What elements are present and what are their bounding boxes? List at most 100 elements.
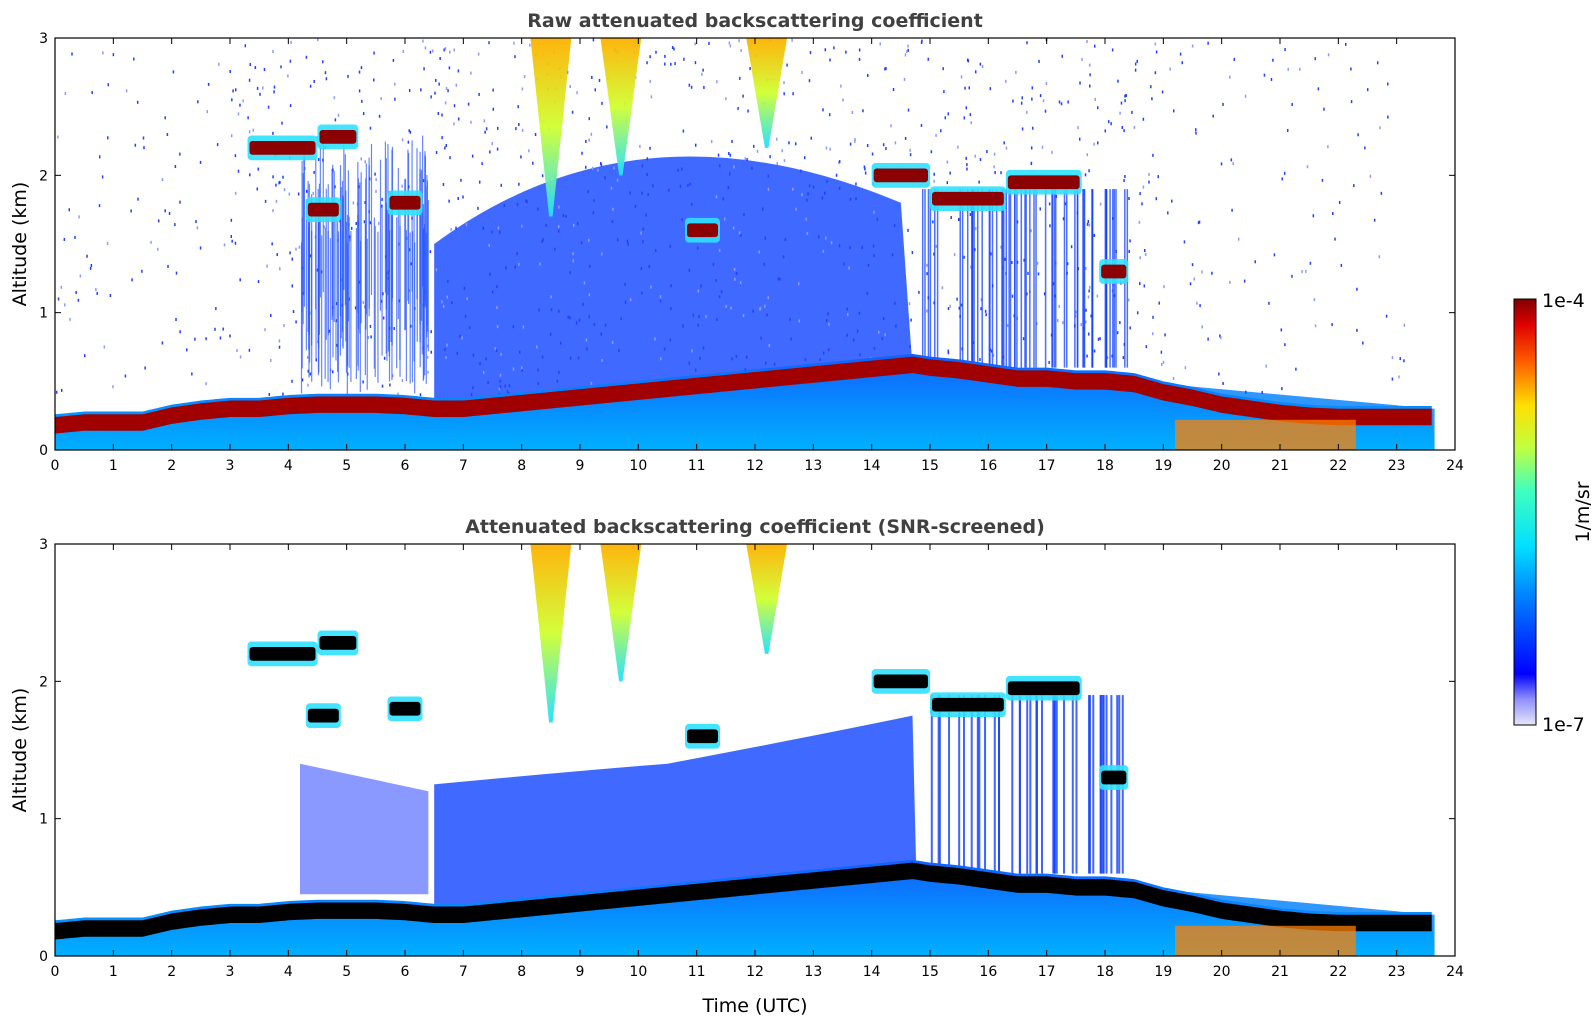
noise-speck bbox=[885, 147, 887, 151]
streak bbox=[971, 189, 974, 368]
noise-speck bbox=[494, 347, 497, 351]
noise-speck bbox=[324, 71, 327, 75]
noise-speck bbox=[669, 244, 672, 248]
noise-speck bbox=[947, 112, 949, 116]
noise-speck bbox=[694, 368, 697, 372]
noise-speck bbox=[781, 149, 783, 153]
noise-speck bbox=[434, 91, 436, 95]
noise-speck bbox=[1006, 324, 1009, 328]
noise-speck bbox=[1265, 364, 1267, 368]
noise-speck bbox=[1124, 99, 1126, 103]
streak bbox=[302, 173, 304, 325]
noise-speck bbox=[1086, 40, 1088, 44]
streak bbox=[1035, 695, 1038, 874]
noise-speck bbox=[806, 198, 808, 202]
noise-speck bbox=[537, 382, 540, 386]
noise-speck bbox=[670, 284, 672, 288]
noise-speck bbox=[422, 179, 425, 183]
noise-speck bbox=[157, 219, 160, 223]
noise-speck bbox=[231, 239, 233, 243]
noise-speck bbox=[1154, 71, 1157, 75]
noise-speck bbox=[248, 130, 251, 134]
noise-speck bbox=[1004, 257, 1006, 261]
noise-speck bbox=[558, 370, 560, 374]
noise-speck bbox=[877, 330, 880, 334]
noise-speck bbox=[767, 174, 770, 178]
noise-speck bbox=[1062, 321, 1064, 325]
noise-speck bbox=[381, 197, 383, 201]
noise-speck bbox=[861, 245, 863, 249]
noise-speck bbox=[453, 48, 456, 52]
noise-speck bbox=[1399, 357, 1402, 361]
noise-speck bbox=[927, 57, 930, 61]
cloud-layer bbox=[873, 674, 928, 689]
noise-speck bbox=[1085, 266, 1087, 270]
noise-speck bbox=[68, 208, 71, 212]
noise-speck bbox=[967, 59, 970, 63]
noise-speck bbox=[1338, 200, 1341, 204]
noise-speck bbox=[1321, 178, 1324, 182]
x-tick-label: 15 bbox=[921, 458, 939, 474]
noise-speck bbox=[378, 221, 380, 225]
cloud-layer bbox=[249, 141, 316, 155]
noise-speck bbox=[1089, 285, 1091, 289]
noise-speck bbox=[500, 352, 502, 356]
noise-speck bbox=[1184, 366, 1187, 370]
noise-speck bbox=[855, 197, 857, 201]
noise-speck bbox=[375, 178, 377, 182]
x-tick-label: 2 bbox=[167, 458, 176, 474]
noise-speck bbox=[909, 153, 912, 157]
noise-speck bbox=[1096, 294, 1099, 298]
noise-speck bbox=[782, 255, 785, 259]
noise-speck bbox=[577, 356, 580, 360]
precipitation-shaft bbox=[530, 38, 572, 217]
x-tick-label: 10 bbox=[629, 458, 647, 474]
noise-speck bbox=[1268, 301, 1270, 305]
noise-speck bbox=[1049, 224, 1051, 228]
noise-speck bbox=[1167, 211, 1169, 215]
noise-speck bbox=[270, 358, 272, 362]
noise-speck bbox=[263, 68, 266, 72]
noise-speck bbox=[137, 197, 139, 201]
noise-speck bbox=[496, 285, 498, 289]
noise-speck bbox=[375, 189, 377, 193]
noise-speck bbox=[725, 97, 727, 101]
x-tick-label: 17 bbox=[1038, 964, 1056, 980]
noise-speck bbox=[1021, 127, 1024, 131]
noise-speck bbox=[247, 116, 249, 120]
noise-speck bbox=[1161, 362, 1163, 366]
streak bbox=[936, 189, 939, 368]
noise-speck bbox=[753, 144, 755, 148]
noise-speck bbox=[864, 171, 867, 175]
noise-speck bbox=[986, 150, 988, 154]
noise-speck bbox=[822, 249, 825, 253]
noise-speck bbox=[979, 158, 982, 162]
noise-speck bbox=[960, 303, 963, 307]
noise-speck bbox=[534, 133, 537, 137]
noise-speck bbox=[645, 213, 647, 217]
noise-speck bbox=[810, 136, 813, 140]
noise-speck bbox=[601, 358, 603, 362]
noise-speck bbox=[1094, 44, 1096, 48]
noise-speck bbox=[882, 143, 885, 147]
noise-speck bbox=[369, 221, 372, 225]
boundary-layer-top bbox=[55, 356, 1432, 434]
noise-speck bbox=[478, 180, 481, 184]
noise-speck bbox=[272, 209, 274, 213]
noise-speck bbox=[1077, 126, 1079, 130]
noise-speck bbox=[569, 316, 571, 320]
noise-speck bbox=[1195, 131, 1197, 135]
noise-speck bbox=[492, 107, 495, 111]
panel-1-title: Raw attenuated backscattering coefficien… bbox=[527, 10, 983, 32]
noise-speck bbox=[1012, 99, 1014, 103]
noise-speck bbox=[1280, 328, 1283, 332]
noise-speck bbox=[979, 62, 982, 66]
noise-speck bbox=[575, 321, 578, 325]
streak bbox=[961, 189, 964, 368]
noise-speck bbox=[907, 228, 909, 232]
streak bbox=[948, 695, 951, 874]
x-tick-label: 23 bbox=[1388, 964, 1406, 980]
noise-speck bbox=[715, 279, 717, 283]
noise-speck bbox=[696, 246, 699, 250]
noise-speck bbox=[394, 82, 396, 86]
